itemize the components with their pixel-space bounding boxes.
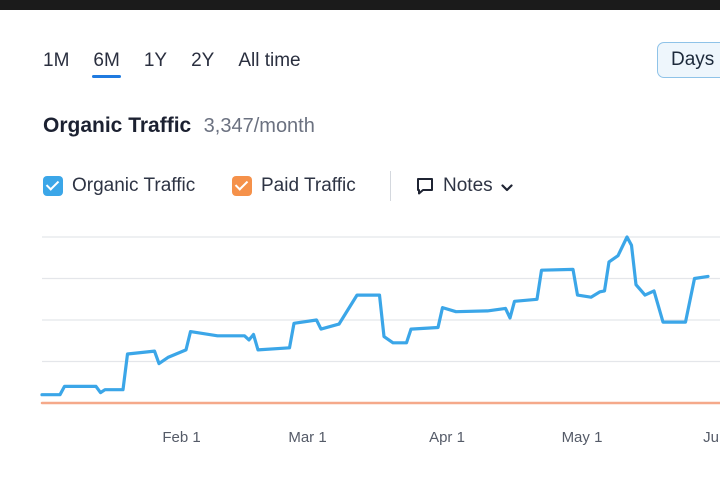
chart-title: Organic Traffic [43,114,192,137]
traffic-value: 3,347/month [203,115,315,137]
top-bar [0,0,720,10]
notes-dropdown[interactable]: Notes [415,172,514,200]
granularity-days-button[interactable]: Days [657,42,720,78]
tab-6m[interactable]: 6M [92,50,122,78]
tab-all-time[interactable]: All time [238,50,301,71]
legend-label-paid: Paid Traffic [261,175,356,196]
tab-1m[interactable]: 1M [43,50,70,71]
comment-icon [417,178,433,195]
tab-2y[interactable]: 2Y [191,50,215,71]
chart-header: Organic Traffic 3,347/month [43,113,315,141]
traffic-line-chart: Feb 1 Mar 1 Apr 1 May 1 Jun 1 [40,235,720,446]
x-tick-label: Feb 1 [162,429,200,446]
date-range-tabs: 1M 6M 1Y 2Y All time [43,50,325,78]
organic-traffic-line [40,235,710,397]
legend-item-organic-traffic[interactable]: Organic Traffic [43,172,195,200]
legend-item-paid-traffic[interactable]: Paid Traffic [232,172,356,200]
legend-label-organic: Organic Traffic [72,175,196,196]
x-tick-label: Jun 1 [703,429,720,446]
x-axis-ticks: Feb 1 Mar 1 Apr 1 May 1 Jun 1 [162,429,720,446]
notes-label: Notes [443,175,493,196]
x-tick-label: Mar 1 [288,429,326,446]
tab-1y[interactable]: 1Y [143,50,168,71]
x-tick-label: Apr 1 [429,429,465,446]
organic-traffic-checkbox[interactable] [43,176,63,196]
x-tick-label: May 1 [562,429,603,446]
chevron-down-icon [501,183,513,191]
legend-divider [390,171,391,201]
chart-series [40,235,720,405]
paid-traffic-checkbox[interactable] [232,176,252,196]
